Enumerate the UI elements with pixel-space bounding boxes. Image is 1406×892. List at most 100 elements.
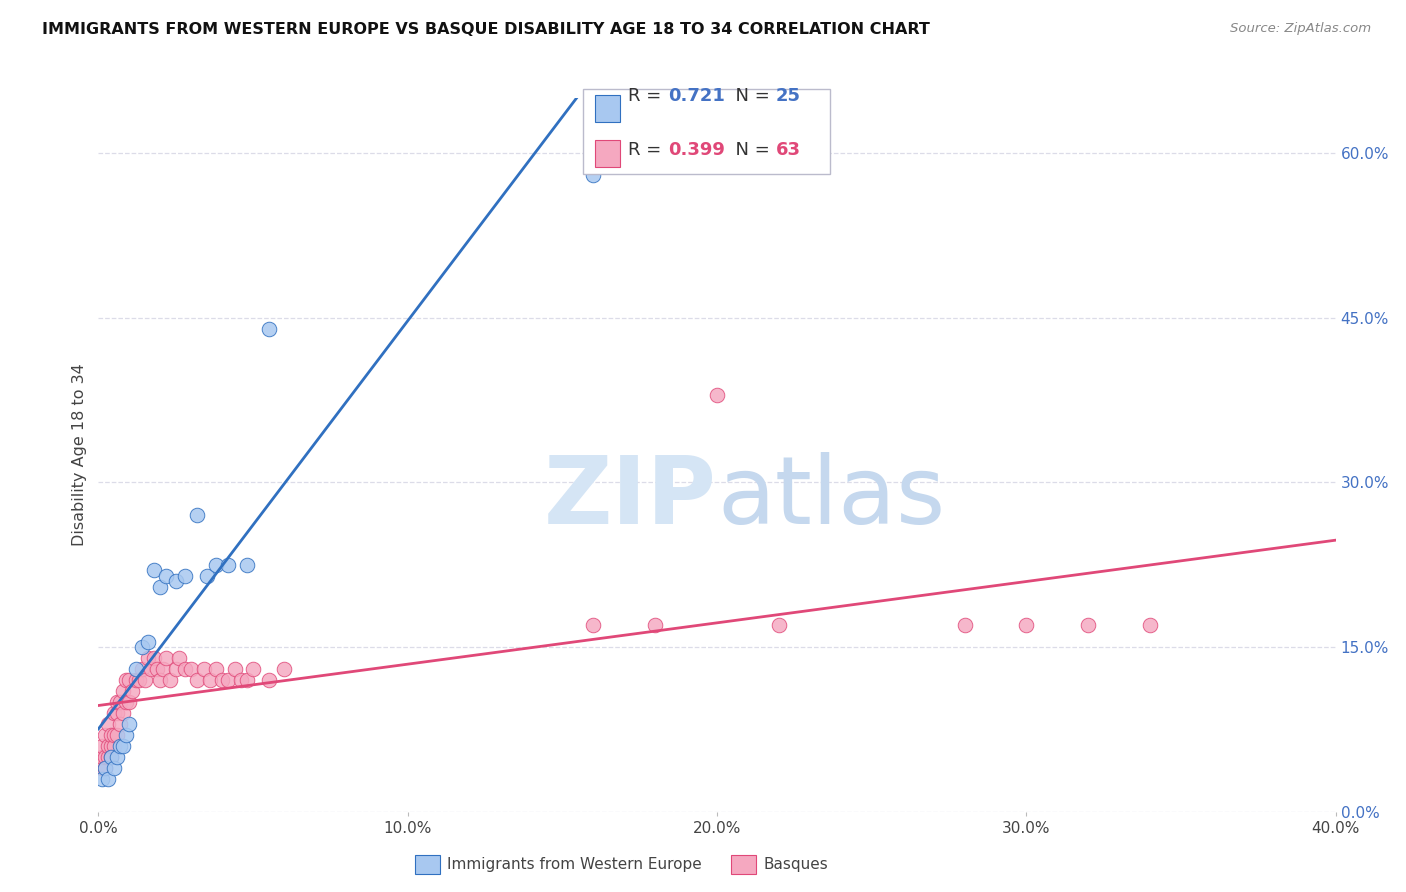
Point — [149, 580, 172, 594]
Point — [152, 662, 174, 676]
Point — [103, 761, 125, 775]
Point — [242, 662, 264, 676]
Point — [105, 695, 128, 709]
Point — [186, 673, 208, 687]
Point — [108, 739, 131, 753]
Point — [1015, 618, 1038, 632]
Point — [100, 749, 122, 764]
Point — [155, 568, 177, 582]
Point — [108, 695, 131, 709]
Point — [100, 749, 122, 764]
Point — [768, 618, 790, 632]
Text: N =: N = — [724, 87, 776, 105]
Point — [143, 651, 166, 665]
Point — [100, 739, 122, 753]
Point — [582, 618, 605, 632]
Text: Basques: Basques — [763, 857, 828, 871]
Point — [105, 749, 128, 764]
Point — [217, 558, 239, 572]
Point — [100, 728, 122, 742]
Point — [103, 739, 125, 753]
Point — [131, 640, 153, 654]
Point — [146, 662, 169, 676]
Point — [224, 662, 246, 676]
Point — [93, 761, 115, 775]
Point — [257, 321, 280, 335]
Point — [134, 673, 156, 687]
Point — [149, 673, 172, 687]
Point — [128, 673, 150, 687]
Point — [118, 673, 141, 687]
Point — [97, 739, 120, 753]
Point — [174, 568, 197, 582]
Text: 25: 25 — [776, 87, 801, 105]
Point — [644, 618, 666, 632]
Point — [90, 761, 112, 775]
Point — [205, 558, 228, 572]
Point — [103, 706, 125, 720]
Y-axis label: Disability Age 18 to 34: Disability Age 18 to 34 — [72, 364, 87, 546]
Point — [229, 673, 252, 687]
Point — [582, 168, 605, 182]
Point — [115, 673, 138, 687]
Point — [131, 662, 153, 676]
Point — [167, 651, 190, 665]
Text: N =: N = — [724, 141, 776, 159]
Text: IMMIGRANTS FROM WESTERN EUROPE VS BASQUE DISABILITY AGE 18 TO 34 CORRELATION CHA: IMMIGRANTS FROM WESTERN EUROPE VS BASQUE… — [42, 22, 929, 37]
Point — [165, 662, 187, 676]
Point — [93, 761, 115, 775]
Point — [155, 651, 177, 665]
Text: R =: R = — [628, 141, 668, 159]
Point — [236, 558, 259, 572]
Point — [90, 749, 112, 764]
Point — [97, 772, 120, 786]
Text: 63: 63 — [776, 141, 801, 159]
Text: ZIP: ZIP — [544, 451, 717, 544]
Point — [108, 717, 131, 731]
Point — [174, 662, 197, 676]
Point — [195, 568, 218, 582]
Point — [118, 717, 141, 731]
Point — [180, 662, 202, 676]
Point — [1077, 618, 1099, 632]
Text: 0.721: 0.721 — [668, 87, 724, 105]
Point — [953, 618, 976, 632]
Point — [112, 739, 135, 753]
Point — [93, 749, 115, 764]
Point — [124, 662, 146, 676]
Point — [136, 651, 159, 665]
Point — [115, 728, 138, 742]
Point — [205, 662, 228, 676]
Point — [121, 684, 143, 698]
Point — [193, 662, 215, 676]
Point — [97, 717, 120, 731]
Point — [159, 673, 181, 687]
Point — [124, 673, 146, 687]
Point — [143, 563, 166, 577]
Point — [105, 706, 128, 720]
Point — [97, 749, 120, 764]
Text: 0.399: 0.399 — [668, 141, 724, 159]
Text: Source: ZipAtlas.com: Source: ZipAtlas.com — [1230, 22, 1371, 36]
Point — [236, 673, 259, 687]
Point — [136, 634, 159, 648]
Point — [273, 662, 295, 676]
Point — [90, 772, 112, 786]
Point — [115, 695, 138, 709]
Point — [112, 706, 135, 720]
Point — [186, 508, 208, 523]
Point — [112, 684, 135, 698]
Point — [118, 695, 141, 709]
Point — [103, 728, 125, 742]
Point — [211, 673, 233, 687]
Point — [93, 728, 115, 742]
Point — [165, 574, 187, 589]
Point — [1139, 618, 1161, 632]
Point — [257, 673, 280, 687]
Point — [198, 673, 221, 687]
Point — [139, 662, 162, 676]
Text: Immigrants from Western Europe: Immigrants from Western Europe — [447, 857, 702, 871]
Point — [706, 387, 728, 401]
Text: R =: R = — [628, 87, 668, 105]
Text: atlas: atlas — [717, 451, 945, 544]
